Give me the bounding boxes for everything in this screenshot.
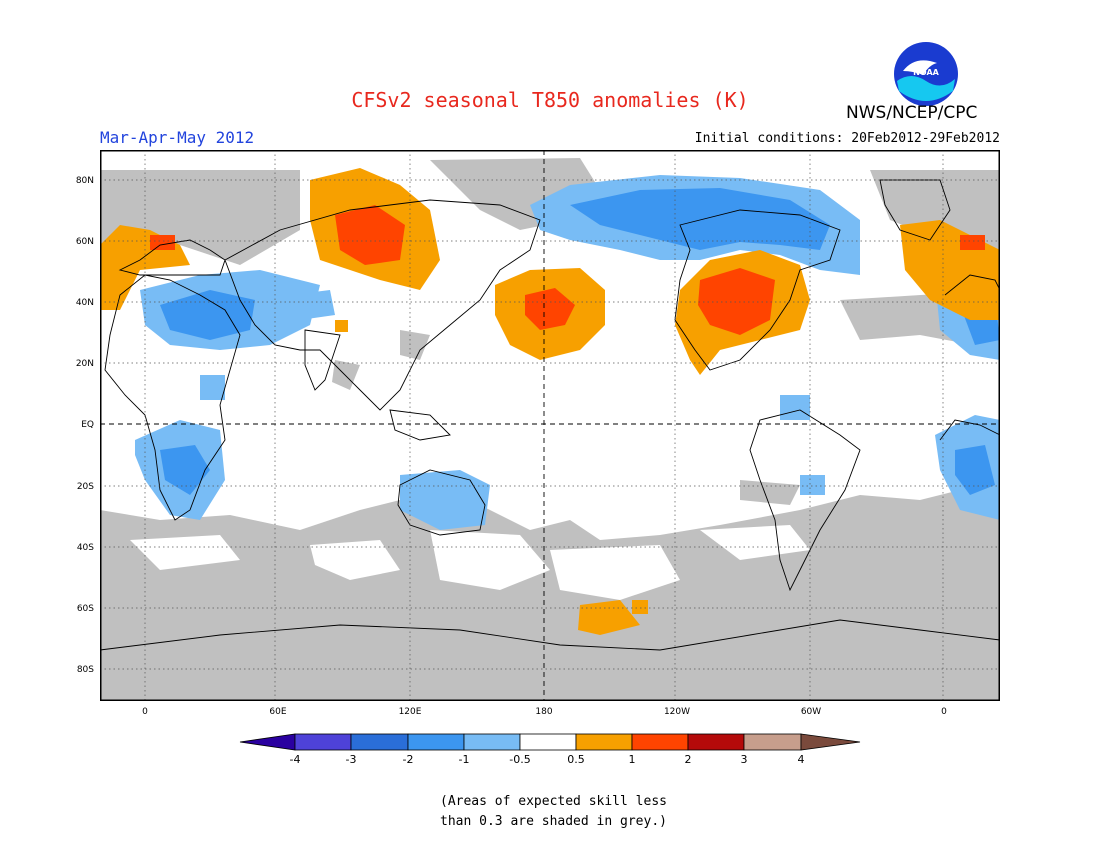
lon-label: 180 [535,707,552,717]
colorbar-labels: -4 -3 -2 -1 -0.5 0.5 1 2 3 4 [290,753,805,766]
skill-footnote: (Areas of expected skill less than 0.3 a… [440,792,760,832]
footnote-line: (Areas of expected skill less [440,794,667,809]
lat-label: 60S [77,604,94,614]
logo-text: NOAA [913,68,939,77]
colorbar-swatch [350,733,409,751]
colorbar-tick-label: 2 [685,753,692,766]
lat-label: 20S [77,482,94,492]
lat-label: 40S [77,543,94,553]
colorbar-tick-label: -4 [290,753,301,766]
colorbar-tick-label: 1 [629,753,636,766]
colorbar-tick-label: 3 [741,753,748,766]
initial-conditions-label: Initial conditions: 20Feb2012-29Feb2012 [694,131,1000,146]
map-title: CFSv2 seasonal T850 anomalies (K) [351,88,749,112]
colorbar-tick-label: -2 [403,753,414,766]
colorbar-swatch [294,733,352,751]
colorbar-tick-label: -0.5 [509,753,530,766]
lon-label: 120E [399,707,422,717]
latitude-labels: 80N 60N 40N 20N EQ 20S 40S 60S 80S [76,176,94,675]
lat-label: 80N [76,176,94,186]
colorbar-swatch [631,733,689,751]
colorbar-tick-label: 0.5 [567,753,585,766]
equator-dateline [100,150,1000,701]
colorbar-swatch [743,733,802,751]
colorbar [239,733,861,751]
footnote-line: than 0.3 are shaded in grey.) [440,814,667,829]
colorbar-swatch [239,733,296,751]
colorbar-tick-label: -1 [459,753,470,766]
colorbar-swatch [687,733,745,751]
positive-anomaly-red [150,205,985,335]
lat-label: 20N [76,359,94,369]
organization-label: NWS/NCEP/CPC [846,103,978,123]
lat-label: 80S [77,665,94,675]
colorbar-swatch [463,733,521,751]
longitude-labels: 0 60E 120E 180 120W 60W 0 [142,707,947,717]
lat-label: 40N [76,298,94,308]
anomaly-map [100,150,1000,701]
lon-label: 0 [142,707,148,717]
map-frame [100,150,1000,701]
coastlines [100,179,1000,651]
graticule [100,150,1000,701]
noaa-logo-icon: NOAA [894,42,958,106]
colorbar-swatch [800,733,861,751]
colorbar-swatch [519,733,577,751]
season-label: Mar-Apr-May 2012 [100,128,255,147]
lon-label: 60W [801,707,821,717]
lat-label: 60N [76,237,94,247]
colorbar-swatch [407,733,465,751]
colorbar-tick-label: 4 [798,753,805,766]
skill-white-patches [130,525,810,600]
lat-label: EQ [81,420,94,430]
colorbar-swatch [575,733,633,751]
lon-label: 120W [664,707,690,717]
lon-label: 0 [941,707,947,717]
lon-label: 60E [269,707,286,717]
colorbar-tick-label: -3 [346,753,357,766]
